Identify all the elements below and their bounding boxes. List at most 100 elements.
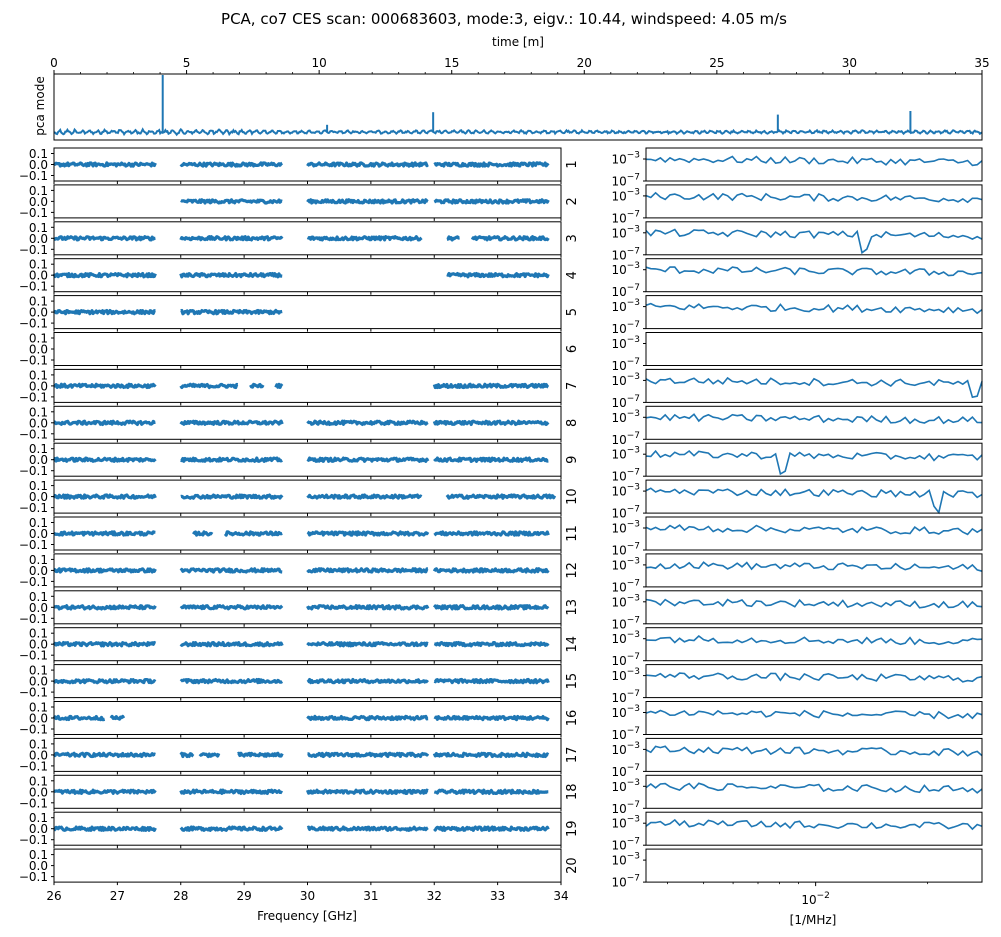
power-ytick-exponent: −3 — [627, 593, 640, 603]
feed-5-segment-1 — [53, 308, 156, 316]
feed-8-ytick-label: 0.0 — [29, 416, 48, 430]
feed-4-ytick-label: 0.1 — [29, 258, 48, 272]
feed-3-ytick-label: 0.0 — [29, 232, 48, 246]
feed-14-segment-4 — [433, 641, 550, 648]
feed-1-segment-4 — [433, 161, 550, 168]
feed-13-ytick-label: 0.0 — [29, 601, 48, 615]
feed-18-segment-1 — [53, 788, 157, 795]
feed-9-power-ytick-label: 10−3 — [611, 446, 640, 462]
feed-8-segment-4 — [432, 419, 550, 426]
feed-10-segment-2 — [180, 493, 284, 500]
feed-number-label: 3 — [565, 234, 580, 242]
feed-number-label: 10 — [565, 488, 580, 505]
power-ytick-base: 10 — [611, 374, 626, 388]
feed-11-segment-1 — [53, 530, 156, 537]
feed-10-ytick-label: 0.1 — [29, 479, 48, 493]
feed-14-power-ytick-label: 10−3 — [611, 630, 640, 646]
feed-4-power-spectrum-panel: 10−310−7 — [611, 258, 983, 299]
power-ytick-base: 10 — [611, 226, 626, 240]
power-ytick-exponent: −7 — [627, 726, 640, 736]
feed-11-segment-4 — [306, 530, 430, 537]
left-xtick-label: 28 — [173, 889, 188, 903]
feed-5-segment-2 — [180, 308, 283, 316]
power-ytick-base: 10 — [611, 175, 626, 189]
feed-16-segment-4 — [433, 714, 550, 722]
feed-12-power-spectrum-panel: 10−310−7 — [611, 553, 983, 594]
feed-20-spectrum-panel: 0.10.0−0.1 20 — [19, 848, 580, 886]
left-xlabel: Frequency [GHz] — [257, 909, 357, 923]
power-ytick-exponent: −3 — [627, 778, 640, 788]
power-ytick-base: 10 — [611, 558, 626, 572]
feed-10-power-ytick-label: 10−7 — [611, 505, 640, 521]
feed-12-power-line — [645, 561, 983, 572]
feed-4-segment-2 — [179, 272, 283, 279]
feed-2-power-ytick-label: 10−3 — [611, 187, 640, 203]
feed-8-power-frame — [645, 405, 983, 440]
feed-19-segment-3 — [306, 825, 429, 832]
feed-7-segment-3 — [249, 382, 265, 389]
feed-2-ytick-label: −0.1 — [19, 206, 48, 220]
power-ytick-exponent: −3 — [627, 335, 640, 345]
power-ytick-base: 10 — [611, 485, 626, 499]
feed-12-segment-1 — [53, 567, 157, 574]
feed-6-ytick-label: 0.1 — [29, 332, 48, 346]
feed-spectra-grid: 0.10.0−0.110.10.0−0.120.10.0−0.130.10.0−… — [19, 147, 580, 903]
top-axes-frame — [53, 73, 983, 141]
feed-10-ytick-label: −0.1 — [19, 501, 48, 515]
feed-3-segment-3 — [306, 235, 423, 242]
power-ytick-exponent: −3 — [627, 446, 640, 456]
pca-mode-line — [53, 127, 983, 137]
feed-number-label: 19 — [565, 820, 580, 837]
feed-17-segment-3 — [198, 752, 221, 759]
feed-15-power-spectrum-panel: 10−310−7 — [611, 664, 983, 705]
feed-17-power-ytick-label: 10−3 — [611, 741, 640, 757]
feed-20-frame — [53, 848, 562, 883]
feed-1-power-frame — [645, 147, 983, 182]
power-ytick-base: 10 — [611, 544, 626, 558]
feed-11-power-ytick-label: 10−7 — [611, 542, 640, 558]
feed-2-ytick-label: 0.0 — [29, 195, 48, 209]
power-ytick-base: 10 — [611, 396, 626, 410]
feed-13-ytick-label: 0.1 — [29, 590, 48, 604]
feed-6-power-ytick-label: 10−3 — [611, 335, 640, 351]
feed-9-segment-1 — [52, 456, 157, 463]
feed-17-power-ytick-label: 10−7 — [611, 763, 640, 779]
feed-12-power-ytick-label: 10−3 — [611, 556, 640, 572]
power-ytick-exponent: −7 — [627, 578, 640, 588]
feed-1-segment-2 — [179, 161, 283, 168]
feed-number-label: 12 — [565, 562, 580, 579]
power-ytick-base: 10 — [611, 470, 626, 484]
feed-4-power-line — [645, 266, 983, 277]
feed-6-ytick-label: 0.0 — [29, 343, 48, 357]
feed-2-segment-3 — [433, 198, 550, 205]
power-ytick-base: 10 — [611, 580, 626, 594]
feed-12-segment-2 — [179, 567, 283, 574]
feed-12-spectrum-panel: 0.10.0−0.1 12 — [19, 553, 580, 590]
feed-17-ytick-label: −0.1 — [19, 759, 48, 773]
feed-20-ytick-label: 0.0 — [29, 859, 48, 873]
left-xtick-label: 26 — [46, 889, 61, 903]
feed-number-label: 17 — [565, 747, 580, 764]
power-ytick-base: 10 — [611, 854, 626, 868]
power-ytick-base: 10 — [611, 765, 626, 779]
feed-16-power-ytick-label: 10−3 — [611, 704, 640, 720]
feed-13-segment-4 — [432, 604, 550, 611]
power-ytick-exponent: −3 — [627, 704, 640, 714]
feed-5-power-line — [645, 302, 983, 315]
right-xlabel: [1/MHz] — [790, 913, 837, 927]
feed-13-segment-1 — [53, 604, 157, 611]
feed-5-spectrum-panel: 0.10.0−0.1 5 — [19, 295, 580, 332]
feed-18-spectrum-panel: 0.10.0−0.1 18 — [19, 774, 580, 812]
feed-8-power-line — [645, 413, 983, 425]
feed-14-spectrum-panel: 0.10.0−0.1 14 — [19, 627, 580, 664]
feed-8-spectrum-panel: 0.10.0−0.1 8 — [19, 405, 580, 443]
power-ytick-exponent: −7 — [627, 246, 640, 256]
feed-1-power-line — [645, 155, 983, 167]
feed-9-ytick-label: 0.0 — [29, 453, 48, 467]
feed-11-power-spectrum-panel: 10−310−7 — [611, 516, 983, 558]
feed-6-frame — [53, 332, 562, 366]
feed-5-ytick-label: −0.1 — [19, 317, 48, 331]
feed-11-power-frame — [645, 516, 983, 551]
feed-3-ytick-label: 0.1 — [29, 221, 48, 235]
